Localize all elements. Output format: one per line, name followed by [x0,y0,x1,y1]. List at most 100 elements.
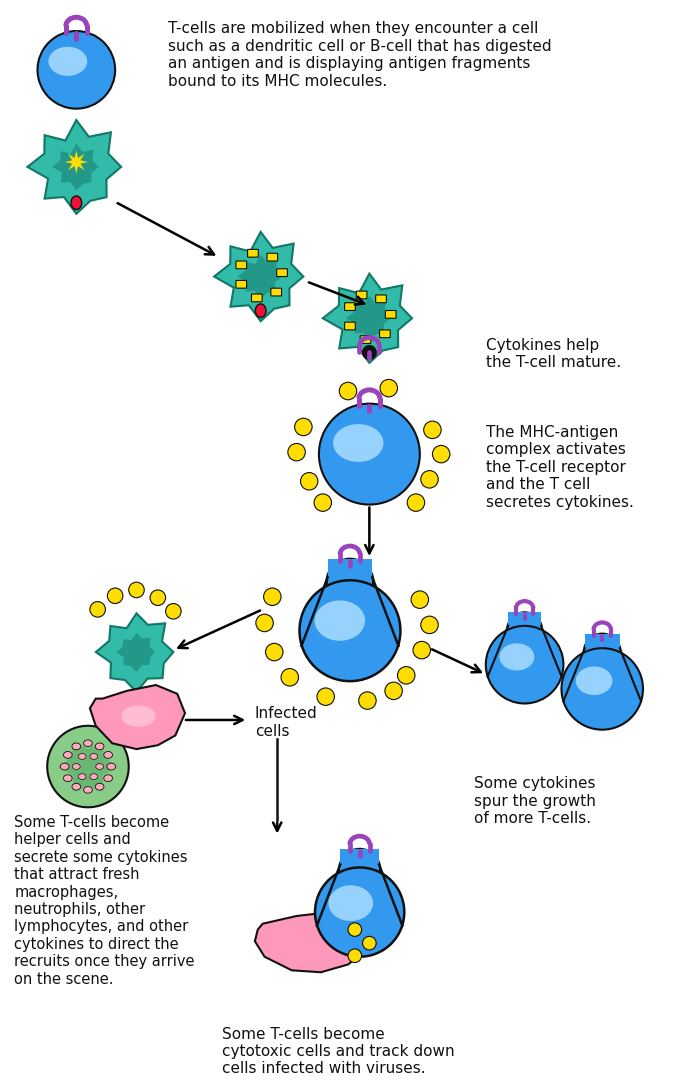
Circle shape [107,588,123,603]
Ellipse shape [364,346,375,359]
Ellipse shape [72,743,81,750]
Circle shape [424,422,441,439]
Circle shape [407,494,424,511]
Bar [585,633,620,685]
Circle shape [432,445,450,463]
Polygon shape [116,632,155,672]
Circle shape [385,682,402,699]
Circle shape [486,626,563,704]
Circle shape [327,559,373,605]
Circle shape [507,612,542,648]
Circle shape [288,443,305,461]
Circle shape [339,383,357,400]
Circle shape [348,949,362,962]
FancyBboxPatch shape [267,253,277,261]
Ellipse shape [71,196,82,210]
Ellipse shape [63,775,72,782]
Circle shape [348,923,362,936]
Circle shape [411,591,429,609]
Circle shape [300,580,400,681]
Ellipse shape [78,753,86,759]
Ellipse shape [84,739,92,747]
Circle shape [362,936,376,950]
FancyBboxPatch shape [236,261,247,269]
Polygon shape [214,232,303,321]
Polygon shape [323,273,412,363]
Circle shape [562,649,643,730]
Polygon shape [255,912,369,972]
Ellipse shape [48,46,87,76]
Bar [328,559,372,624]
Circle shape [47,725,129,808]
Circle shape [166,603,181,619]
Circle shape [281,668,298,686]
FancyBboxPatch shape [360,336,371,344]
Polygon shape [52,144,99,190]
Circle shape [317,688,335,706]
FancyBboxPatch shape [252,294,262,302]
Circle shape [315,867,404,957]
Circle shape [256,614,273,631]
Circle shape [38,31,115,109]
Circle shape [339,849,380,890]
Ellipse shape [314,600,365,641]
Circle shape [362,346,376,359]
Ellipse shape [95,784,104,790]
FancyBboxPatch shape [376,295,386,303]
Polygon shape [90,685,185,749]
Circle shape [421,470,438,488]
Ellipse shape [328,885,373,921]
Text: Some cytokines
spur the growth
of more T-cells.: Some cytokines spur the growth of more T… [474,776,596,826]
FancyBboxPatch shape [385,310,396,318]
Bar [508,612,541,662]
FancyBboxPatch shape [344,322,355,330]
FancyBboxPatch shape [380,330,390,337]
FancyBboxPatch shape [247,250,259,257]
Polygon shape [346,296,391,341]
Ellipse shape [72,763,80,770]
Circle shape [319,403,420,505]
Ellipse shape [95,743,104,750]
Circle shape [295,418,312,436]
Polygon shape [59,742,117,791]
Polygon shape [27,120,121,214]
Ellipse shape [499,643,535,670]
Ellipse shape [72,784,81,790]
Circle shape [584,633,620,670]
Circle shape [314,494,332,511]
Ellipse shape [104,775,112,782]
Text: T-cells are mobilized when they encounter a cell
such as a dendritic cell or B-c: T-cells are mobilized when they encounte… [167,22,551,89]
Ellipse shape [90,753,98,759]
Circle shape [266,643,283,660]
Ellipse shape [78,774,86,779]
FancyBboxPatch shape [271,289,282,296]
Ellipse shape [84,787,92,793]
Circle shape [90,602,105,617]
Circle shape [421,616,438,633]
Text: Some T-cells become
helper cells and
secrete some cytokines
that attract fresh
m: Some T-cells become helper cells and sec… [14,815,194,987]
Ellipse shape [576,667,613,695]
Text: Some T-cells become
cytotoxic cells and track down
cells infected with viruses.: Some T-cells become cytotoxic cells and … [222,1027,454,1077]
Ellipse shape [63,751,72,758]
Ellipse shape [90,774,98,779]
Bar [340,849,379,906]
FancyBboxPatch shape [236,280,247,289]
Circle shape [380,379,397,397]
Text: Cytokines help
the T-cell mature.: Cytokines help the T-cell mature. [486,337,621,370]
Ellipse shape [61,763,69,770]
Circle shape [397,667,415,684]
Ellipse shape [107,763,116,770]
Ellipse shape [121,706,155,726]
Polygon shape [96,613,174,692]
Text: The MHC-antigen
complex activates
the T-cell receptor
and the T cell
secretes cy: The MHC-antigen complex activates the T-… [486,425,634,509]
Ellipse shape [95,763,103,770]
Circle shape [150,590,166,605]
Ellipse shape [255,304,266,318]
Circle shape [300,472,318,490]
FancyBboxPatch shape [277,269,287,277]
Polygon shape [238,254,282,298]
Circle shape [263,588,281,605]
Ellipse shape [333,424,383,462]
Polygon shape [65,150,88,174]
Circle shape [413,641,431,658]
